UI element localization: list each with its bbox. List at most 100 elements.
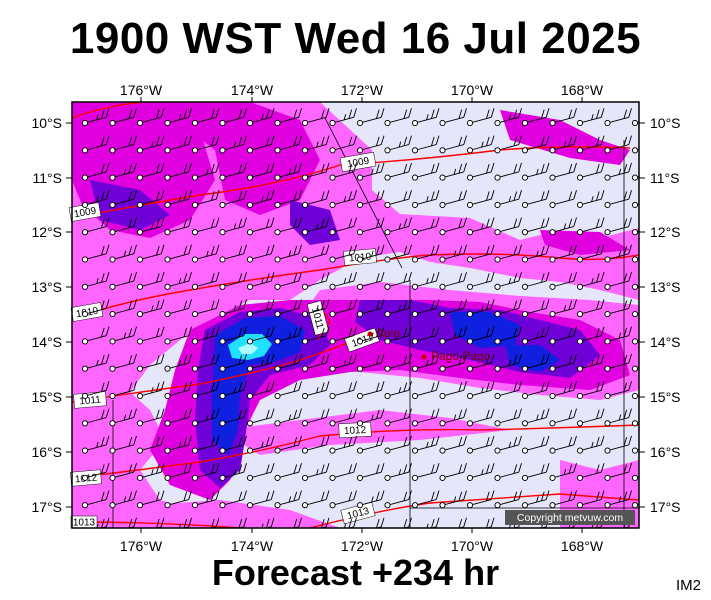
wind-barb bbox=[604, 326, 632, 345]
map-frame bbox=[71, 101, 640, 529]
wind-barb bbox=[549, 217, 577, 236]
wind-barb bbox=[246, 463, 275, 481]
wind-barb bbox=[219, 353, 247, 372]
wind-barb bbox=[329, 190, 357, 208]
wind-barb bbox=[191, 381, 220, 400]
wind-barb bbox=[219, 244, 247, 263]
page-title: 1900 WST Wed 16 Jul 2025 bbox=[69, 14, 642, 63]
wind-barb bbox=[576, 135, 605, 154]
wind-barb bbox=[329, 135, 357, 154]
lon-label: 170°W bbox=[451, 538, 494, 554]
wind-barb bbox=[219, 299, 247, 318]
wind-barb bbox=[246, 490, 275, 509]
wind-barb bbox=[329, 408, 357, 427]
wind-barb bbox=[439, 463, 467, 481]
wind-barb bbox=[604, 435, 632, 454]
lon-label: 170°W bbox=[451, 82, 494, 98]
wind-barb bbox=[631, 253, 639, 263]
wind-barb bbox=[191, 162, 220, 181]
lat-label: 17°S bbox=[650, 499, 681, 515]
wind-barb bbox=[549, 381, 577, 400]
wind-barb bbox=[164, 217, 192, 236]
wind-barb bbox=[356, 190, 385, 208]
wind-barb bbox=[521, 217, 550, 236]
wind-barb bbox=[439, 353, 467, 372]
wind-barb bbox=[521, 353, 550, 372]
wind-barb bbox=[576, 271, 605, 290]
wind-barb bbox=[329, 463, 357, 481]
wind-barb bbox=[329, 490, 357, 509]
wind-barb bbox=[384, 244, 412, 263]
wind-barb bbox=[521, 326, 550, 345]
wind-barb bbox=[136, 244, 165, 263]
wind-barb bbox=[191, 135, 220, 154]
wind-barb bbox=[576, 381, 605, 400]
wind-barb bbox=[246, 353, 275, 372]
wind-barb bbox=[164, 244, 192, 263]
wind-barb bbox=[521, 162, 550, 181]
wind-barb bbox=[356, 490, 385, 509]
wind-barb bbox=[246, 217, 275, 236]
wind-barb bbox=[246, 271, 275, 290]
wind-barb bbox=[384, 299, 412, 318]
wind-barb bbox=[356, 108, 385, 127]
wind-barb bbox=[494, 408, 522, 427]
wind-barb bbox=[301, 299, 330, 318]
wind-barb bbox=[301, 244, 330, 263]
wind-barb bbox=[329, 271, 357, 290]
wind-barb bbox=[466, 299, 495, 318]
wind-barb bbox=[549, 190, 577, 208]
wind-barb bbox=[219, 135, 247, 154]
wind-barb bbox=[274, 490, 302, 509]
wind-barb bbox=[411, 299, 440, 318]
lon-label: 176°W bbox=[120, 538, 163, 554]
wind-barb bbox=[411, 135, 440, 154]
wind-barb bbox=[439, 271, 467, 290]
wind-barb bbox=[411, 353, 440, 372]
wind-barb bbox=[604, 135, 632, 154]
wind-barb bbox=[246, 162, 275, 181]
place-apia: Apia bbox=[367, 326, 400, 340]
wind-barb bbox=[549, 244, 577, 263]
wind-barb bbox=[109, 490, 137, 509]
wind-barb bbox=[81, 190, 110, 208]
wind-barb bbox=[274, 190, 302, 208]
wind-barb bbox=[494, 244, 522, 263]
wind-barb bbox=[136, 271, 165, 290]
wind-barb bbox=[466, 244, 495, 263]
wind-barb bbox=[219, 271, 247, 290]
lon-label: 174°W bbox=[231, 82, 274, 98]
wind-barb bbox=[329, 162, 357, 181]
wind-barb bbox=[164, 353, 192, 372]
wind-barb bbox=[191, 271, 220, 290]
isobar-label-1009: 1009 bbox=[339, 151, 377, 173]
wind-barb bbox=[576, 190, 605, 208]
wind-barb bbox=[136, 162, 165, 181]
wind-barb bbox=[521, 408, 550, 427]
apia-marker-icon bbox=[367, 331, 373, 337]
wind-barb bbox=[329, 381, 357, 400]
wind-barb bbox=[356, 299, 385, 318]
isobar-label: 1012 bbox=[344, 425, 367, 437]
wind-barb bbox=[136, 299, 165, 318]
wind-barb bbox=[384, 490, 412, 509]
wind-barb bbox=[576, 217, 605, 236]
wind-barb bbox=[136, 217, 165, 236]
wind-barb bbox=[521, 490, 550, 509]
wind-barb bbox=[219, 381, 247, 400]
axis-ticks bbox=[66, 97, 645, 533]
wind-barb bbox=[494, 435, 522, 454]
wind-barb bbox=[81, 244, 110, 263]
lat-label: 10°S bbox=[650, 115, 681, 131]
copyright-text: Copyright metvuw.com bbox=[517, 512, 623, 524]
wind-barb bbox=[246, 435, 275, 454]
wind-barb bbox=[494, 381, 522, 400]
wind-barb bbox=[521, 381, 550, 400]
lat-label: 10°S bbox=[31, 115, 62, 131]
isobar-label: 1009 bbox=[346, 156, 370, 171]
wind-barb bbox=[411, 162, 440, 181]
wind-barb bbox=[439, 326, 467, 345]
wind-barb bbox=[81, 299, 110, 318]
wind-barb bbox=[411, 381, 440, 400]
